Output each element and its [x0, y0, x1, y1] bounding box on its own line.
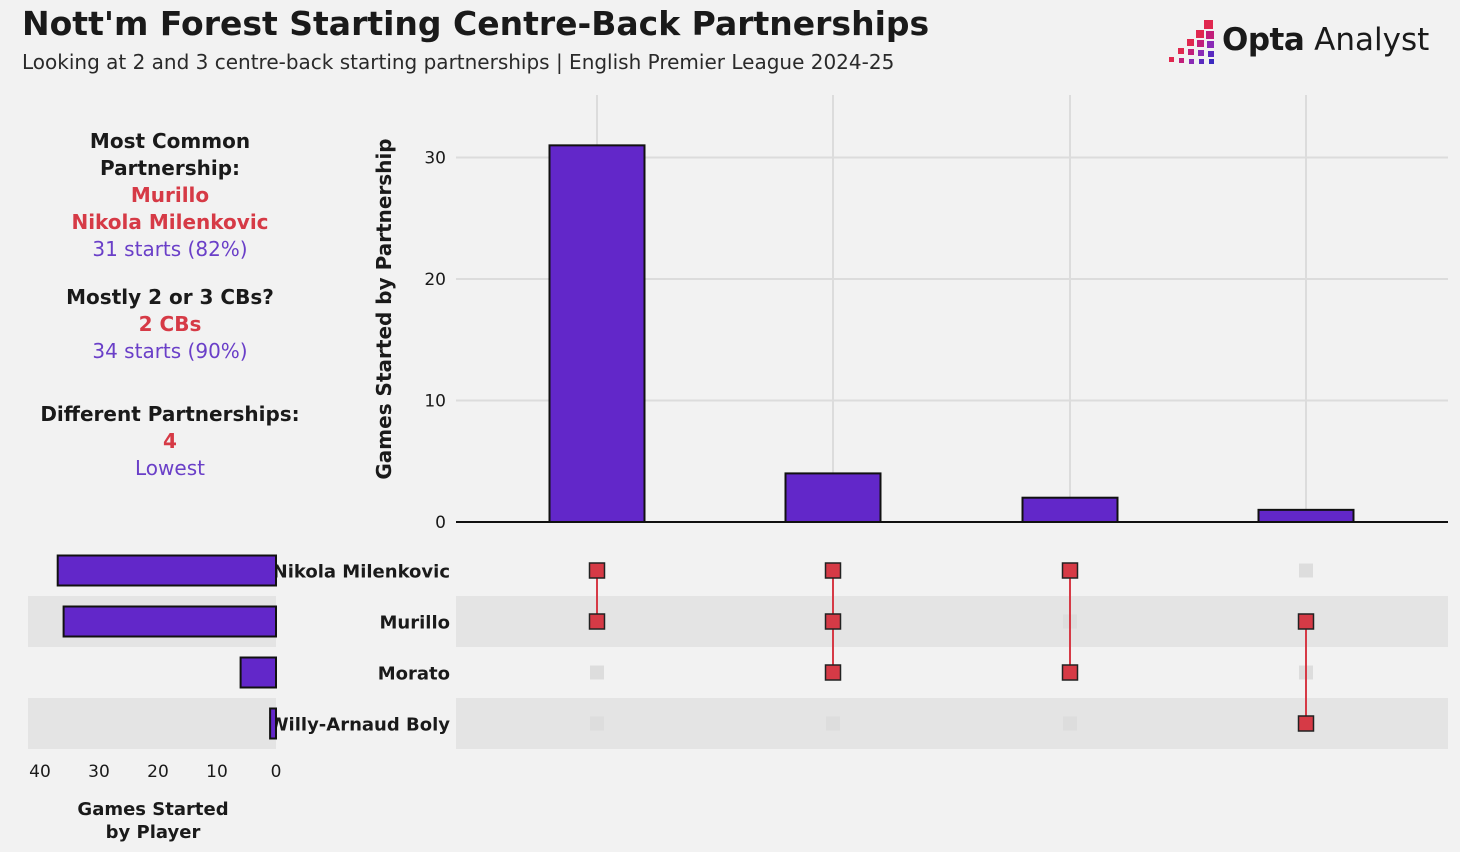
partnership-bar — [784, 472, 882, 523]
row-shade-matrix — [456, 698, 1448, 749]
player-x-tick-label: 0 — [271, 762, 282, 782]
matrix-dot-active — [1297, 715, 1315, 732]
logo-brand: Opta — [1222, 22, 1305, 58]
matrix-dot-inactive — [590, 665, 604, 680]
logo-wordmark: Opta Analyst — [1222, 22, 1429, 58]
player-x-axis-label: by Player — [106, 822, 201, 843]
stat-most-common: Most Common Partnership: Murillo Nikola … — [20, 128, 320, 263]
y-tick-label: 0 — [435, 513, 446, 533]
player-bar — [62, 605, 277, 638]
player-label: Willy-Arnaud Boly — [269, 715, 451, 736]
stat-value: 2 CBs — [138, 312, 202, 336]
row-shade-left — [28, 698, 276, 749]
matrix-dot-active — [1061, 664, 1079, 681]
player-bar — [269, 707, 278, 740]
chart-subtitle: Looking at 2 and 3 centre-back starting … — [22, 50, 895, 74]
opta-pixel-icon — [1169, 20, 1214, 64]
matrix-dot-active — [1297, 613, 1315, 630]
matrix-dot-inactive — [590, 716, 604, 731]
y-tick-label: 10 — [424, 392, 446, 412]
y-tick-label: 20 — [424, 270, 446, 290]
opta-analyst-logo: Opta Analyst — [1166, 18, 1429, 68]
player-x-tick-label: 20 — [147, 762, 169, 782]
row-shade-matrix — [456, 596, 1448, 647]
matrix-dot-active — [824, 613, 842, 630]
player-x-tick-label: 40 — [29, 762, 51, 782]
matrix-dot-active — [824, 562, 842, 579]
stat-detail: Lowest — [135, 456, 205, 480]
stat-detail: 31 starts (82%) — [92, 237, 248, 261]
stat-player-1: Murillo — [130, 183, 210, 207]
stat-detail: 34 starts (90%) — [92, 339, 248, 363]
matrix-dot-active — [588, 613, 606, 630]
matrix-dot-inactive — [1063, 716, 1077, 731]
partnership-bar — [548, 144, 646, 523]
matrix-dot-inactive — [826, 716, 840, 731]
stat-value: 4 — [163, 429, 177, 453]
player-bar — [56, 554, 278, 587]
partnership-bar — [1021, 496, 1119, 524]
player-x-tick-label: 10 — [206, 762, 228, 782]
y-axis-label: Games Started by Partnership — [372, 138, 396, 479]
matrix-dot-inactive — [1299, 563, 1313, 578]
y-tick-label: 30 — [424, 149, 446, 169]
stat-different-partnerships: Different Partnerships: 4 Lowest — [20, 401, 320, 482]
partnership-bar — [1257, 508, 1355, 524]
logo-product: Analyst — [1314, 22, 1430, 58]
stat-label: Most Common Partnership: — [89, 129, 251, 180]
matrix-dot-active — [588, 562, 606, 579]
player-label: Murillo — [380, 613, 450, 634]
matrix-dot-active — [1061, 562, 1079, 579]
matrix-dot-active — [824, 664, 842, 681]
chart-title: Nott'm Forest Starting Centre-Back Partn… — [22, 4, 930, 43]
stat-label: Different Partnerships: — [40, 402, 300, 426]
player-x-axis-label: Games Started — [77, 799, 228, 820]
player-x-tick-label: 30 — [88, 762, 110, 782]
stat-label: Mostly 2 or 3 CBs? — [66, 285, 274, 309]
player-label: Nikola Milenkovic — [273, 562, 450, 583]
player-label: Morato — [378, 664, 450, 685]
player-bar — [239, 656, 278, 689]
stat-player-2: Nikola Milenkovic — [71, 210, 269, 234]
stat-mostly-cbs: Mostly 2 or 3 CBs? 2 CBs 34 starts (90%) — [20, 284, 320, 365]
